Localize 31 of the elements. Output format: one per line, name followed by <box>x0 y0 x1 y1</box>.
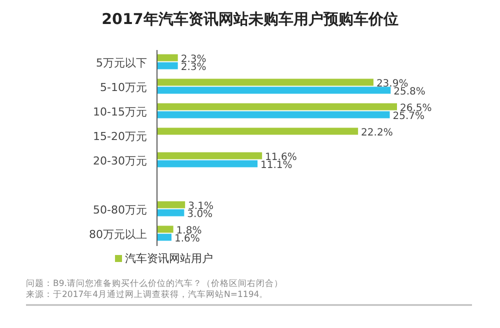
legend-label: 汽车资讯网站用户 <box>125 252 213 265</box>
data-label: 22.2% <box>361 127 393 138</box>
bar <box>157 128 358 135</box>
bar <box>157 111 390 118</box>
data-label: 25.7% <box>392 110 425 122</box>
bar <box>157 86 391 94</box>
bar <box>157 234 172 241</box>
bar <box>157 201 186 208</box>
bar <box>157 78 374 86</box>
bar <box>157 226 174 233</box>
data-label: 25.8% <box>394 86 426 98</box>
data-label: 3.0% <box>187 208 213 220</box>
data-label: 1.6% <box>174 233 200 244</box>
y-tick-label: 20-30万元 <box>93 154 147 168</box>
bar <box>157 209 184 216</box>
bar <box>157 54 178 62</box>
y-tick-label: 80万元以上 <box>89 228 147 241</box>
text: 问题：B9.请问您准备购买什么价位的汽车？（价格区间右闭合） <box>26 278 283 289</box>
data-label: 2.3% <box>180 62 206 73</box>
bar <box>157 152 262 160</box>
bar <box>157 62 178 70</box>
y-tick-label: 15-20万元 <box>93 130 147 143</box>
data-label: 11.1% <box>260 160 292 171</box>
chart-title: 2017年汽车资讯网站未购车用户预购车价位 <box>102 10 398 28</box>
y-tick-label: 5万元以下 <box>96 56 147 70</box>
bar <box>157 103 397 110</box>
y-tick-label: 50-80万元 <box>93 203 147 216</box>
y-tick-label: 5-10万元 <box>100 80 147 94</box>
bar <box>157 160 258 168</box>
source-note: 来源：于2017年4月通过网上调查获得，汽车网站N=1194。 <box>26 289 268 300</box>
y-tick-label: 10-15万元 <box>93 105 147 118</box>
